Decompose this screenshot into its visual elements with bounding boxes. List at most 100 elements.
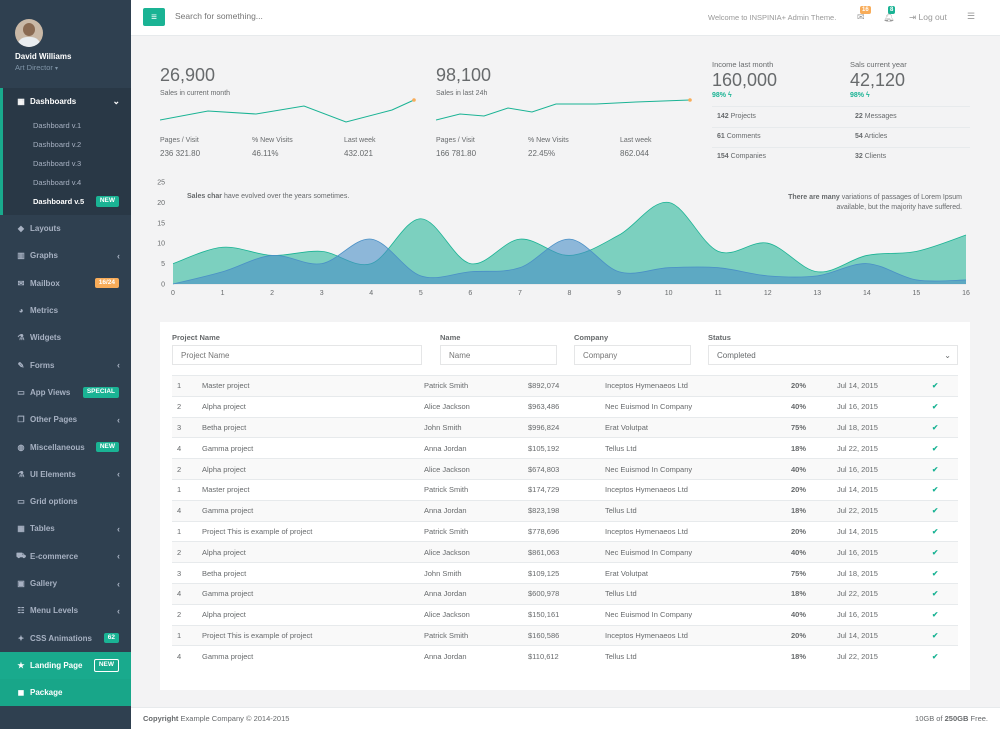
submenu-item-dashboard-v5[interactable]: Dashboard v.5 NEW — [3, 192, 131, 211]
sidebar-item-forms[interactable]: ✎ Forms ‹ — [0, 351, 131, 378]
x-tick-label: 15 — [913, 290, 921, 297]
bell-icon[interactable]: 🔔︎ — [883, 12, 895, 22]
cell-project: Gamma project — [202, 589, 254, 599]
x-tick-label: 4 — [369, 290, 373, 297]
table-row[interactable]: 3 Betha project John Smith $996,824 Erat Vol… — [172, 416, 958, 438]
cell-date: Jul 22, 2015 — [837, 443, 878, 453]
submenu-item-dashboard-v1[interactable]: Dashboard v.1 — [33, 121, 82, 130]
x-tick-label: 2 — [270, 290, 274, 297]
cell-id: 2 — [177, 464, 182, 474]
sidebar-item-label: E-commerce — [30, 551, 79, 561]
sidebar-item-css-animations[interactable]: ✦ CSS Animations 62 — [0, 624, 131, 651]
status-select[interactable]: Completed ⌄ — [708, 345, 958, 365]
table-row[interactable]: 2 Alpha project Alice Jackson $861,063 Nec E… — [172, 541, 958, 563]
stat-value-sales-24h: 98,100 — [436, 65, 492, 85]
profile-role-dropdown[interactable]: Art Director ▾ — [15, 63, 59, 72]
table-row[interactable]: 1 Project This is example of project Patri… — [172, 624, 958, 646]
x-tick-label: 16 — [962, 290, 970, 297]
chevron-left-icon: ‹ — [117, 523, 120, 534]
income-value: 160,000 — [712, 70, 778, 90]
sign-out-icon: ⇥ — [909, 12, 917, 22]
sidebar-item-label: CSS Animations — [30, 633, 92, 643]
cell-amount: $861,063 — [528, 547, 560, 557]
table-icon: ▦ — [17, 524, 25, 534]
sidebar-badge: NEW — [95, 441, 119, 453]
bar-chart-icon: ▥ — [17, 251, 25, 261]
sidebar-item-layouts[interactable]: ◆ Layouts — [0, 215, 131, 242]
sidebar-item-grid-options[interactable]: ▭ Grid options — [0, 488, 131, 515]
submenu-item-dashboard-v3[interactable]: Dashboard v.3 — [33, 159, 82, 168]
logout-link[interactable]: ⇥ Log out — [909, 12, 947, 22]
sidebar-item-widgets[interactable]: ⚗ Widgets — [0, 324, 131, 351]
search-input[interactable] — [175, 11, 375, 21]
sidebar-item-label: Grid options — [30, 497, 78, 507]
company-input[interactable] — [574, 345, 691, 365]
cell-id: 2 — [177, 402, 182, 412]
sidebar-item-mailbox[interactable]: ✉ Mailbox 16/24 — [0, 270, 131, 297]
cell-id: 3 — [177, 422, 182, 432]
sidebar-item-tables[interactable]: ▦ Tables ‹ — [0, 515, 131, 542]
cell-company: Tellus Ltd — [605, 443, 637, 453]
table-row[interactable]: 1 Master project Patrick Smith $174,729 Ince… — [172, 479, 958, 500]
project-name-input[interactable] — [172, 345, 422, 365]
table-row[interactable]: 1 Master project Patrick Smith $892,074 Ince… — [172, 375, 958, 396]
table-row[interactable]: 2 Alpha project Alice Jackson $674,803 Nec E… — [172, 458, 958, 479]
sidebar-item-ui-elements[interactable]: ⚗ UI Elements ‹ — [0, 461, 131, 488]
sitemap-icon: ☷ — [17, 606, 25, 616]
table-row[interactable]: 1 Project This is example of project Patri… — [172, 520, 958, 542]
sidebar-item-package[interactable]: ◼ Package — [0, 679, 131, 707]
cell-project: Master project — [202, 485, 250, 495]
name-input[interactable] — [440, 345, 557, 365]
metric-label: % New Visits — [252, 137, 293, 144]
sidebar-item-landing-page[interactable]: ★ Landing Page NEW — [0, 651, 131, 680]
divider — [712, 147, 970, 148]
table-row[interactable]: 4 Gamma project Anna Jordan $105,192 Tellus … — [172, 437, 958, 458]
sidebar-item-label: Tables — [30, 524, 55, 534]
new-badge: NEW — [95, 196, 119, 207]
sidebar-item-label: UI Elements — [30, 469, 76, 479]
sidebar-item-other-pages[interactable]: ❐ Other Pages ‹ — [0, 406, 131, 433]
submenu-item-dashboard-v4[interactable]: Dashboard v.4 — [33, 178, 82, 187]
avatar[interactable] — [15, 19, 43, 47]
submenu-item-dashboard-v2[interactable]: Dashboard v.2 — [33, 140, 82, 149]
table-row[interactable]: 4 Gamma project Anna Jordan $600,978 Tellus … — [172, 583, 958, 604]
sidebar-item-label: Package — [30, 688, 63, 698]
chevron-left-icon: ‹ — [117, 414, 120, 425]
line-series-2 — [172, 238, 967, 285]
name-label: Name — [440, 333, 461, 342]
table-row[interactable]: 2 Alpha project Alice Jackson $963,486 Nec E… — [172, 395, 958, 417]
cell-id: 1 — [177, 630, 182, 640]
cell-project: Project This is example of project — [202, 630, 313, 640]
sidebar-item-metrics[interactable]: ◕ Metrics — [0, 297, 131, 324]
topbar: ≡ Welcome to INSPINIA+ Admin Theme. ✉ 16… — [131, 0, 1000, 36]
envelope-icon[interactable]: ✉ — [857, 12, 865, 22]
table-row[interactable]: 4 Gamma project Anna Jordan $823,198 Tellus … — [172, 499, 958, 521]
sidebar-item-graphs[interactable]: ▥ Graphs ‹ — [0, 242, 131, 269]
tasks-icon[interactable]: ☰ — [967, 11, 976, 21]
sidebar-badge: 62 — [103, 632, 119, 644]
sales-year-value: 42,120 — [850, 70, 906, 90]
cell-project: Betha project — [202, 568, 247, 578]
table-row[interactable]: 4 Gamma project Anna Jordan $110,612 Tellus … — [172, 645, 958, 666]
table-row[interactable]: 3 Betha project John Smith $109,125 Erat Vol… — [172, 562, 958, 583]
cell-project: Alpha project — [202, 464, 246, 474]
sidebar-item-menu-levels[interactable]: ☷ Menu Levels ‹ — [0, 597, 131, 624]
cell-name: Patrick Smith — [424, 630, 469, 640]
menu-toggle-button[interactable]: ≡ — [143, 8, 165, 26]
x-tick-label: 0 — [171, 290, 175, 297]
table-row[interactable]: 2 Alpha project Alice Jackson $150,161 Nec E… — [172, 603, 958, 625]
sidebar-badge: 16/24 — [94, 277, 119, 289]
chart-note-left: Sales char have evolved over the years s… — [187, 193, 350, 200]
cell-date: Jul 22, 2015 — [837, 506, 878, 516]
profile-name[interactable]: David Williams — [15, 52, 72, 61]
sidebar-item-miscellaneous[interactable]: ◍ Miscellaneous NEW — [0, 433, 131, 460]
cell-id: 2 — [177, 547, 182, 557]
sidebar-item-app-views[interactable]: ▭ App Views SPECIAL — [0, 379, 131, 406]
sidebar-item-gallery[interactable]: ▣ Gallery ‹ — [0, 570, 131, 597]
cell-date: Jul 16, 2015 — [837, 547, 878, 557]
cell-id: 4 — [177, 443, 182, 453]
cell-company: Tellus Ltd — [605, 651, 637, 661]
cell-company: Inceptos Hymenaeos Ltd — [605, 630, 688, 640]
sidebar-item-dashboards[interactable]: ▦ Dashboards ⌄ — [0, 88, 131, 114]
sidebar-item-e-commerce[interactable]: ⛟ E-commerce ‹ — [0, 543, 131, 570]
